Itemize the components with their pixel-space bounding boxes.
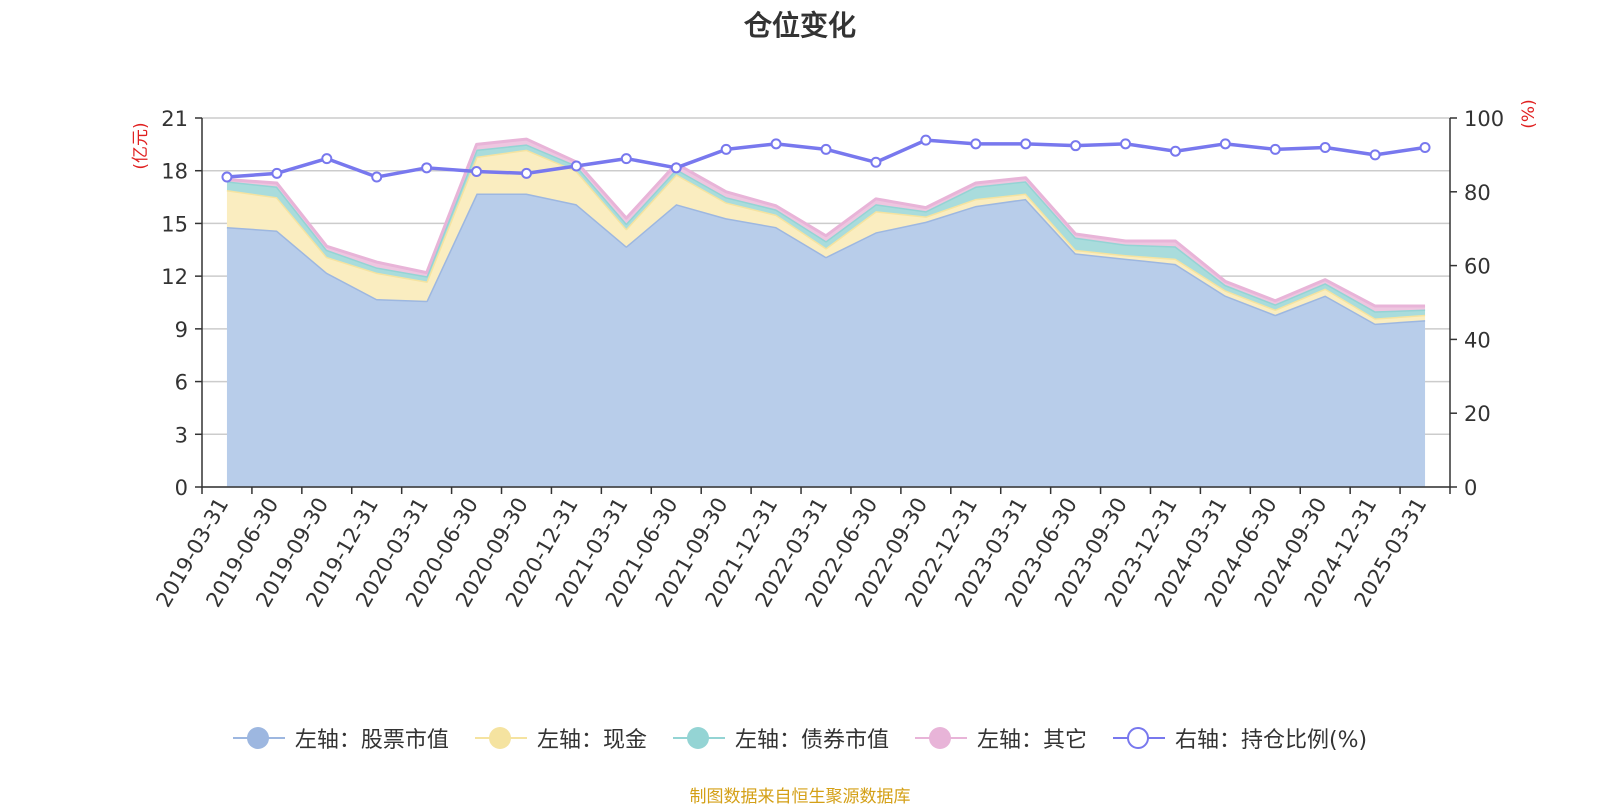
ratio-point — [920, 134, 932, 146]
ratio-point — [870, 156, 882, 168]
ratio-point — [221, 171, 233, 183]
ratio-point — [970, 138, 982, 150]
ratio-point — [770, 138, 782, 150]
area-series-line-4 — [226, 137, 1426, 308]
ratio-point — [1319, 142, 1331, 154]
legend-item[interactable]: 右轴：持仓比例(%) — [1112, 722, 1368, 754]
left-axis-tick-label: 12 — [161, 265, 188, 289]
source-note: 制图数据来自恒生聚源数据库 — [689, 787, 911, 807]
ratio-point — [1020, 138, 1032, 150]
ratio-point — [471, 166, 483, 178]
chart-title: 仓位变化 — [743, 9, 856, 42]
ratio-point — [321, 153, 333, 165]
ratio-point — [1070, 140, 1082, 152]
right-axis-tick-label: 0 — [1464, 476, 1477, 500]
legend-label: 左轴：现金 — [536, 728, 647, 753]
legend: 左轴：股票市值 左轴：现金 左轴：债券市值 左轴：其它 右轴：持仓比例(%) — [0, 722, 1600, 754]
legend-marker-icon — [232, 726, 285, 750]
ratio-point — [1169, 145, 1181, 157]
right-axis-tick-label: 100 — [1464, 107, 1504, 131]
legend-item[interactable]: 左轴：债券市值 — [672, 722, 889, 754]
right-axis-tick-label: 60 — [1464, 255, 1491, 279]
ratio-point — [520, 167, 532, 179]
ratio-point — [620, 153, 632, 165]
legend-item[interactable]: 左轴：其它 — [914, 722, 1087, 754]
ratio-point — [1120, 138, 1132, 150]
legend-label: 左轴：股票市值 — [294, 728, 449, 753]
right-axis-tick-label: 40 — [1464, 328, 1491, 352]
legend-label: 右轴：持仓比例(%) — [1174, 728, 1368, 753]
ratio-point — [421, 162, 433, 174]
legend-marker-icon — [914, 726, 967, 750]
ratio-point — [670, 162, 682, 174]
ratio-point — [271, 167, 283, 179]
area-series-1 — [226, 193, 1426, 488]
ratio-point — [1269, 143, 1281, 155]
legend-item[interactable]: 左轴：现金 — [474, 722, 647, 754]
area-series-2 — [226, 149, 1426, 324]
left-axis-tick-label: 18 — [161, 160, 188, 184]
legend-marker-icon — [1112, 726, 1165, 750]
legend-label: 左轴：债券市值 — [734, 728, 889, 753]
right-axis-tick-label: 80 — [1464, 181, 1491, 205]
right-axis-label: (%) — [1519, 99, 1539, 128]
left-axis-tick-label: 6 — [175, 371, 188, 395]
ratio-point — [720, 143, 732, 155]
left-axis-label: (亿元) — [131, 122, 151, 169]
ratio-point — [820, 143, 832, 155]
left-axis-tick-label: 0 — [175, 476, 188, 500]
ratio-point — [570, 160, 582, 172]
right-axis-tick-label: 20 — [1464, 402, 1491, 426]
ratio-point — [371, 171, 383, 183]
left-axis-tick-label: 9 — [175, 318, 188, 342]
legend-label: 左轴：其它 — [976, 728, 1087, 753]
legend-marker-icon — [672, 726, 725, 750]
left-axis-tick-label: 21 — [161, 107, 188, 131]
left-axis-tick-label: 15 — [161, 212, 188, 236]
ratio-point — [1419, 142, 1431, 154]
ratio-point — [1369, 149, 1381, 161]
legend-marker-icon — [474, 726, 527, 750]
legend-item[interactable]: 左轴：股票市值 — [232, 722, 449, 754]
left-axis-tick-label: 3 — [175, 423, 188, 447]
ratio-point — [1219, 138, 1231, 150]
